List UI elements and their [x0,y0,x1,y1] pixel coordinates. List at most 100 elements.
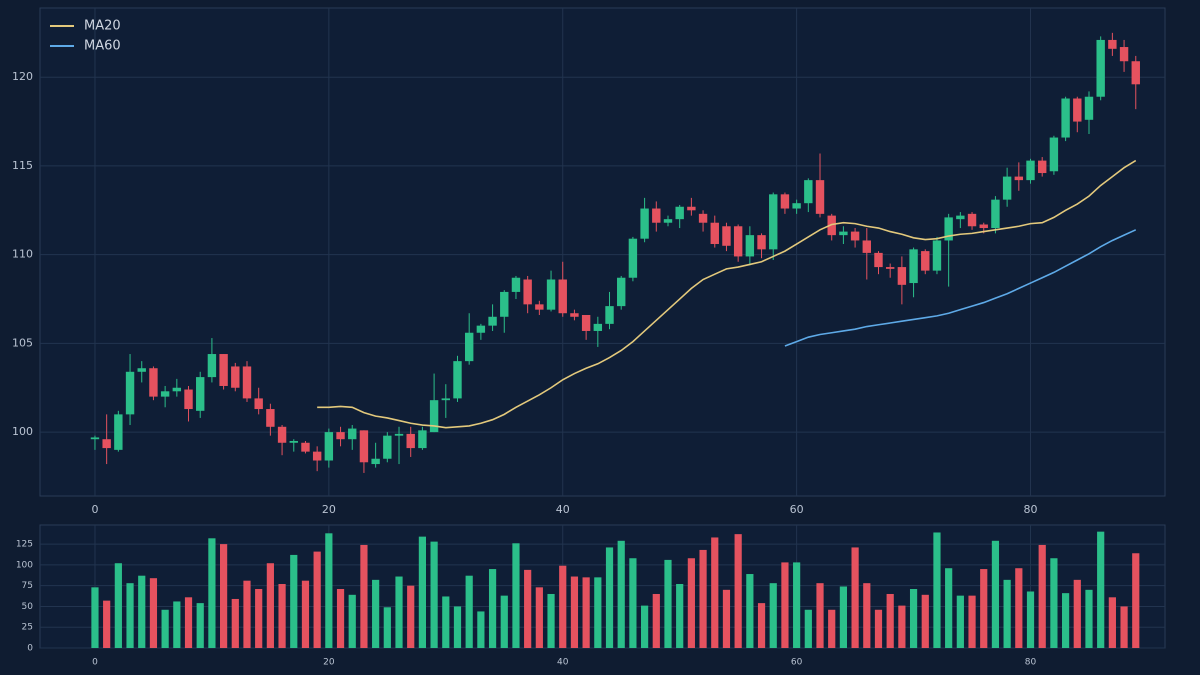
candle-body [1002,176,1012,200]
volume-bar [757,603,766,648]
legend-label: MA60 [84,39,121,54]
volume-bar [851,547,859,648]
volume-bar [91,587,99,648]
volume-bar [488,569,497,648]
candle-body [1096,39,1105,97]
volume-bar [348,594,356,648]
volume-bar [945,568,953,648]
candle-body [757,235,766,250]
volume-bar [407,585,415,648]
candle-body [324,432,334,461]
volume-bar [173,601,181,648]
candle-body [160,391,170,397]
candle-body [979,224,988,229]
volume-bar [898,605,906,648]
candle-body [1014,176,1024,181]
candle-body [289,440,298,443]
volume-bar [991,540,1000,648]
candle-body [394,433,404,436]
volume-bar [372,579,380,648]
volume-bar [477,611,485,648]
volume-bar [1026,591,1035,648]
volume-bar [640,605,649,648]
y-tick-label: 75 [22,581,33,591]
volume-bar [594,577,602,648]
x-tick-label: 20 [323,658,335,668]
candle-body [745,235,755,257]
volume-bar [500,595,508,648]
candle-body [628,238,638,278]
volume-bar [909,588,918,648]
candle-body [663,219,673,223]
candle-body [640,208,649,239]
volume-bar [465,575,473,648]
ma-line [317,159,1137,429]
candle-body [605,306,614,324]
ma-line [784,229,1137,347]
candle-body [418,430,427,449]
y-tick-label: 25 [22,623,33,633]
legend-label: MA20 [84,19,121,34]
candle-body [698,213,708,223]
candle-body [839,231,848,236]
candle-body [464,332,474,362]
volume-bar [874,609,883,648]
y-tick-label: 105 [12,336,33,349]
candle-body [722,226,731,246]
x-tick-label: 40 [556,503,570,516]
candle-body [1038,160,1047,174]
candle-body [558,279,567,314]
volume-bar [1038,544,1046,648]
volume-bar [980,569,988,648]
volume-bar [184,597,193,648]
volume-bar [1015,568,1023,648]
candle-body [733,226,743,257]
candle-body [546,279,556,310]
candle-body [219,354,228,386]
volume-bar [512,543,520,648]
candle-body [535,304,544,310]
candle-body [885,267,895,269]
candle-body [383,435,392,459]
candle-body [406,433,415,449]
volume-bar [325,533,333,648]
volume-bar [336,588,345,648]
candle-body [231,366,240,388]
candle-body [897,267,907,285]
x-tick-label: 0 [91,503,98,516]
volume-bar [1050,558,1058,648]
candle-body [921,251,930,271]
volume-bar [687,558,695,648]
candle-body [909,249,918,284]
volume-bar [629,558,637,648]
candle-body [1084,96,1094,120]
candle-body [488,316,497,326]
volume-bar [220,544,228,648]
candle-body [1131,61,1140,85]
candle-body [429,400,439,433]
volume-bar [781,562,789,648]
candle-body [792,203,801,209]
volume-bar [418,536,427,648]
volume-bar [453,606,462,648]
volume-bar [255,588,263,648]
candle-body [90,437,100,440]
volume-bar [664,559,672,648]
candle-body [523,279,532,305]
candle-body [769,194,778,250]
candle-body [652,208,661,223]
candle-body [581,314,591,331]
candle-body [336,432,345,440]
candle-body [266,409,275,427]
volume-bar [582,577,590,648]
volume-bar [769,583,777,648]
volume-bar [114,563,122,648]
volume-bar [863,583,871,648]
volume-bar [676,584,684,648]
volume-bar [547,593,555,648]
y-tick-label: 100 [12,425,33,438]
volume-bar [196,603,204,648]
volume-bar [804,609,812,648]
candle-body [675,206,684,220]
